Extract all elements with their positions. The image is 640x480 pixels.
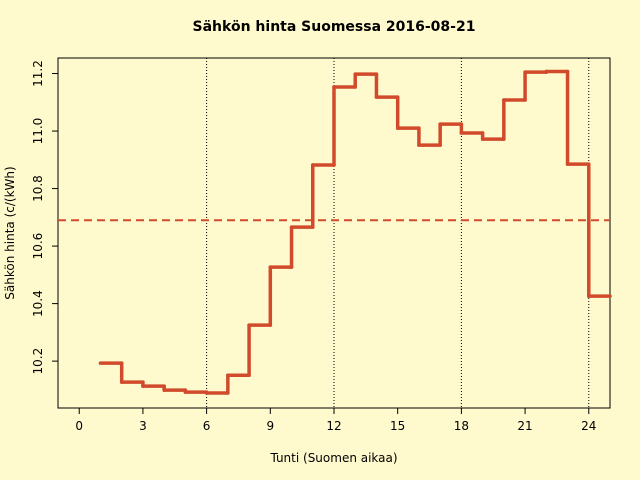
y-tick-label: 10.6 — [31, 233, 45, 260]
x-tick-label: 3 — [139, 419, 147, 433]
y-tick-label: 10.4 — [31, 290, 45, 317]
x-tick-label: 24 — [581, 419, 596, 433]
x-tick-label: 18 — [454, 419, 469, 433]
y-tick-label: 11.2 — [31, 60, 45, 87]
x-tick-label: 6 — [203, 419, 211, 433]
x-tick-label: 21 — [517, 419, 532, 433]
y-tick-label: 10.8 — [31, 175, 45, 202]
x-tick-label: 0 — [75, 419, 83, 433]
x-tick-label: 9 — [266, 419, 274, 433]
y-tick-label: 11.0 — [31, 118, 45, 145]
x-tick-label: 15 — [390, 419, 405, 433]
x-tick-label: 12 — [326, 419, 341, 433]
y-axis-label: Sähkön hinta (c/(kWh) — [3, 166, 17, 299]
y-tick-label: 10.2 — [31, 348, 45, 375]
chart-title: Sähkön hinta Suomessa 2016-08-21 — [193, 19, 476, 35]
x-axis-label: Tunti (Suomen aikaa) — [269, 451, 397, 465]
